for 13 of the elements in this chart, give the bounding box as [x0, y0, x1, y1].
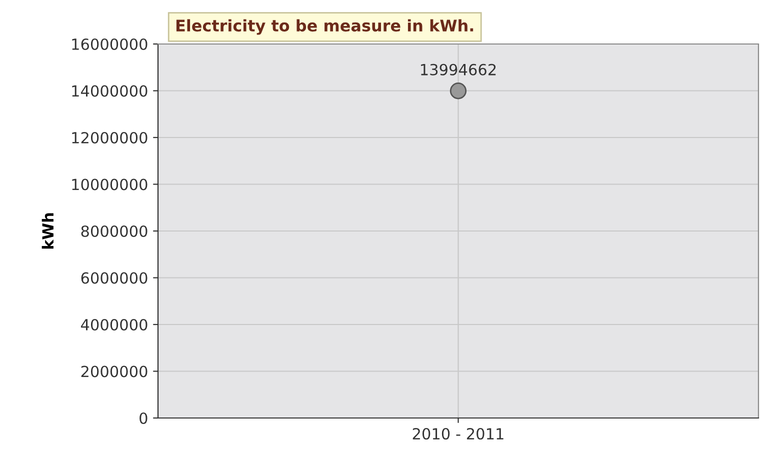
y-tick-label: 8000000 — [81, 225, 148, 238]
y-axis-title: kWh — [42, 213, 54, 249]
data-label: 13994662 — [421, 64, 496, 76]
y-tick-label: 6000000 — [81, 272, 148, 284]
y-tick-label: 2000000 — [81, 366, 148, 378]
y-tick-label: 12000000 — [72, 132, 148, 144]
y-tick-label: 4000000 — [80, 318, 148, 331]
y-tick-label: 10000000 — [72, 178, 148, 190]
y-tick-label: 14000000 — [72, 85, 148, 97]
y-tick-label: 16000000 — [72, 38, 148, 50]
chart-title: Electricity to be measure in kWh. — [176, 19, 474, 35]
y-tick-label: 0 — [140, 412, 148, 424]
x-tick-label: 2010 - 2011 — [412, 428, 504, 440]
